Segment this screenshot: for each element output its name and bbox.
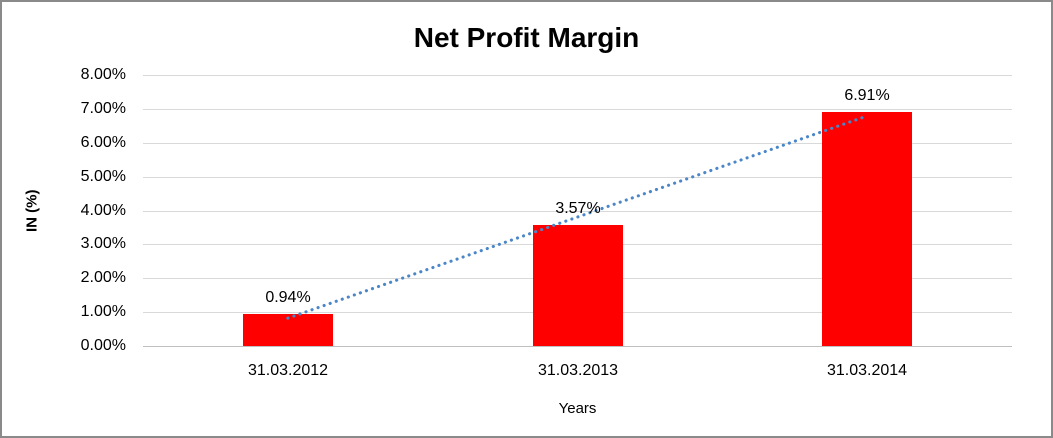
- data-label: 0.94%: [265, 289, 311, 306]
- y-tick-label: 3.00%: [80, 235, 126, 252]
- x-tick-label: 31.03.2012: [247, 362, 329, 379]
- data-label: 6.91%: [844, 87, 890, 104]
- y-tick-label: 7.00%: [80, 100, 126, 117]
- x-tick-label: 31.03.2014: [826, 362, 908, 379]
- data-label: 3.57%: [555, 200, 601, 217]
- gridline: [143, 75, 1012, 76]
- x-tick-label: 31.03.2013: [537, 362, 619, 379]
- y-tick-label: 5.00%: [80, 168, 126, 185]
- y-tick-label: 0.00%: [80, 337, 126, 354]
- bar-31.03.2014: [822, 112, 912, 346]
- gridline: [143, 109, 1012, 110]
- y-tick-label: 8.00%: [80, 66, 126, 83]
- gridline: [143, 346, 1012, 347]
- y-tick-label: 2.00%: [80, 269, 126, 286]
- plot-area: [143, 75, 1012, 347]
- y-tick-label: 1.00%: [80, 303, 126, 320]
- bar-31.03.2013: [533, 225, 623, 346]
- bar-31.03.2012: [243, 314, 333, 346]
- chart-title: Net Profit Margin: [413, 22, 640, 53]
- y-tick-label: 4.00%: [80, 202, 126, 219]
- x-axis-title: Years: [558, 400, 597, 417]
- y-tick-label: 6.00%: [80, 134, 126, 151]
